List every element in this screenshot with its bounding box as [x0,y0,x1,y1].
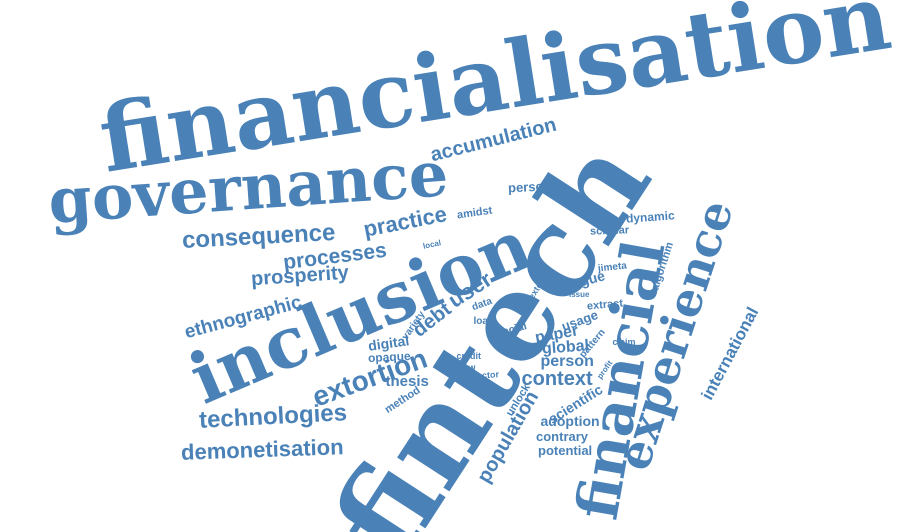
word-actor: actor [476,368,500,381]
word-adoption: adoption [540,413,600,429]
word-person: person [540,353,594,370]
word-allow: allow [452,361,476,374]
word-opaque: opaque [367,348,411,366]
word-thesis: thesis [385,372,429,390]
word-technologies: technologies [198,399,348,434]
word-dynamic: dynamic [625,208,675,226]
word-issue: issue [569,290,590,299]
word-personal: personal [507,177,563,195]
word-demonetisation: demonetisation [180,434,344,465]
word-context: context [521,368,593,390]
word-loan: loan [473,316,495,327]
word-scholar: scholar [589,223,629,238]
word-potential: potential [538,442,593,458]
word-credit: credit [456,350,482,361]
word-claim: claim [612,336,636,347]
word-contrary: contrary [536,428,589,444]
